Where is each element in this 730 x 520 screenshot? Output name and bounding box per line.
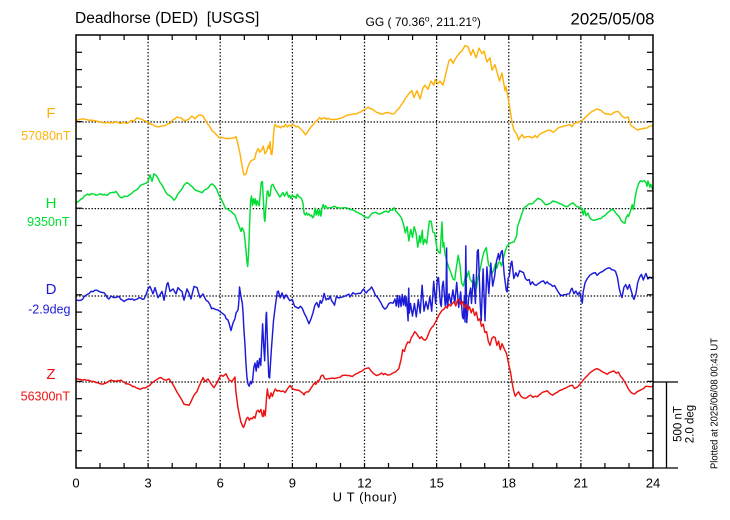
svg-text:9: 9 bbox=[289, 476, 296, 491]
svg-text:Plotted at 2025/06/08 00:43 UT: Plotted at 2025/06/08 00:43 UT bbox=[710, 338, 721, 469]
svg-text:F: F bbox=[46, 105, 55, 122]
svg-text:Z: Z bbox=[46, 366, 55, 383]
svg-text:0: 0 bbox=[72, 476, 79, 491]
svg-text:56300nT: 56300nT bbox=[21, 390, 71, 404]
svg-text:15: 15 bbox=[429, 476, 443, 491]
svg-text:H: H bbox=[46, 195, 57, 212]
svg-text:21: 21 bbox=[574, 476, 588, 491]
svg-text:3: 3 bbox=[144, 476, 151, 491]
svg-text:24: 24 bbox=[646, 476, 660, 491]
svg-text:2.0 deg: 2.0 deg bbox=[685, 405, 697, 443]
svg-text:57080nT: 57080nT bbox=[21, 129, 71, 143]
svg-text:U T (hour): U T (hour) bbox=[333, 490, 398, 505]
svg-text:500 nT: 500 nT bbox=[673, 406, 685, 442]
svg-text:Deadhorse (DED) [USGS]: Deadhorse (DED) [USGS] bbox=[75, 10, 259, 27]
svg-text:9350nT: 9350nT bbox=[27, 215, 70, 229]
svg-text:6: 6 bbox=[217, 476, 224, 491]
svg-text:2025/05/08: 2025/05/08 bbox=[571, 10, 655, 29]
svg-text:12: 12 bbox=[357, 476, 371, 491]
svg-text:D: D bbox=[46, 281, 57, 298]
svg-text:18: 18 bbox=[502, 476, 516, 491]
svg-text:-2.9deg: -2.9deg bbox=[28, 303, 70, 317]
svg-text:GG ( 70.36o, 211.21o): GG ( 70.36o, 211.21o) bbox=[366, 14, 481, 30]
